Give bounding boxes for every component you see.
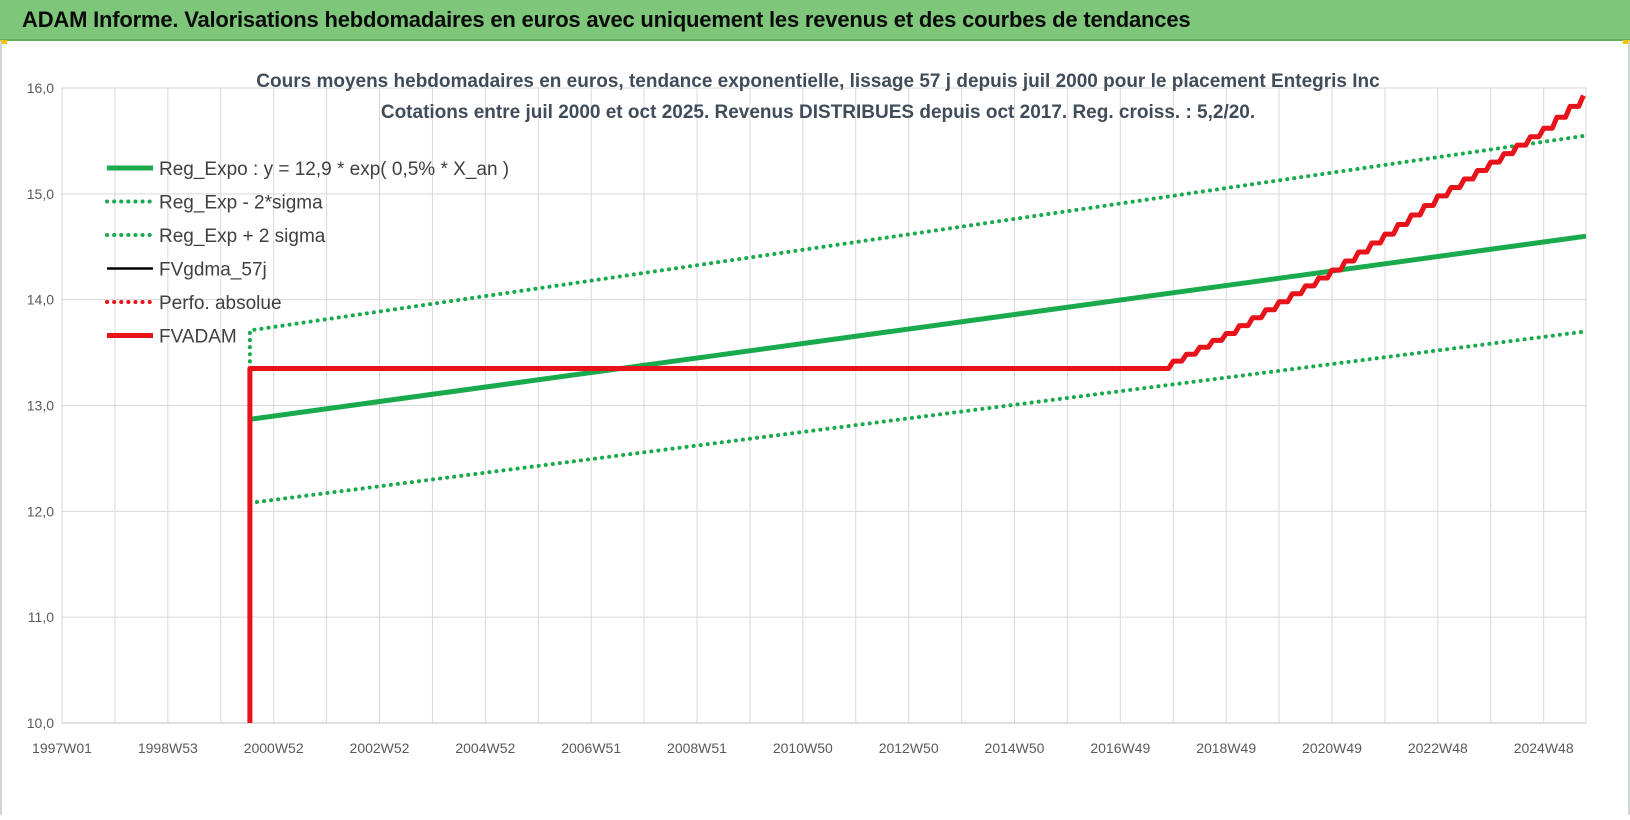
x-tick-label: 2006W51 <box>561 740 621 756</box>
line-chart: 10,0 11,0 12,0 13,0 14,0 15,0 16,0 1997W01 1998W… <box>27 71 1588 756</box>
x-tick-label: 2008W51 <box>667 740 727 756</box>
x-tick-label: 2018W49 <box>1196 740 1256 756</box>
x-tick-label: 2000W52 <box>244 740 304 756</box>
chart-subtitle: Cotations entre juil 2000 et oct 2025. R… <box>381 102 1255 123</box>
series-layer <box>247 94 1588 723</box>
x-tick-label: 2022W48 <box>1408 740 1468 756</box>
legend-label-4: Perfo. absolue <box>159 293 282 314</box>
x-tick-label: 2002W52 <box>350 740 410 756</box>
y-tick-label: 12,0 <box>27 503 54 519</box>
y-tick-label: 14,0 <box>27 292 54 308</box>
legend-label-2: Reg_Exp + 2 sigma <box>159 226 326 247</box>
y-tick-label: 16,0 <box>27 80 54 96</box>
legend: Reg_Expo : y = 12,9 * exp( 0,5% * X_an )… <box>105 159 509 348</box>
x-tick-label: 1997W01 <box>32 740 92 756</box>
legend-label-1: Reg_Exp - 2*sigma <box>159 193 323 214</box>
axes: 10,0 11,0 12,0 13,0 14,0 15,0 16,0 1997W01 1998W… <box>27 80 1586 756</box>
x-tick-label: 2024W48 <box>1514 740 1574 756</box>
corner-marker-left <box>0 40 7 44</box>
legend-label-5: FVADAM <box>159 327 237 348</box>
x-tick-label: 2010W50 <box>773 740 833 756</box>
chart-area: 10,0 11,0 12,0 13,0 14,0 15,0 16,0 1997W01 1998W… <box>0 41 1630 815</box>
x-tick-label: 1998W53 <box>138 740 198 756</box>
x-tick-label: 2016W49 <box>1090 740 1150 756</box>
x-tick-label: 2020W49 <box>1302 740 1362 756</box>
page-title: ADAM Informe. Valorisations hebdomadaire… <box>22 7 1191 32</box>
header-banner: ADAM Informe. Valorisations hebdomadaire… <box>0 0 1630 41</box>
series-line-2 <box>247 133 1588 371</box>
x-tick-label: 2004W52 <box>455 740 515 756</box>
x-tick-label: 2012W50 <box>879 740 939 756</box>
legend-label-0: Reg_Expo : y = 12,9 * exp( 0,5% * X_an ) <box>159 159 509 180</box>
series-line-0 <box>249 233 1587 422</box>
chart-title: Cours moyens hebdomadaires en euros, ten… <box>256 71 1380 92</box>
y-tick-label: 10,0 <box>27 715 54 731</box>
y-tick-label: 13,0 <box>27 398 54 414</box>
series-line-1 <box>247 329 1588 505</box>
y-tick-label: 15,0 <box>27 186 54 202</box>
series-line-5 <box>247 94 1586 723</box>
y-tick-label: 11,0 <box>28 609 54 625</box>
corner-marker-right <box>1623 40 1630 44</box>
legend-label-3: FVgdma_57j <box>159 260 267 281</box>
gridlines <box>61 87 1587 724</box>
x-tick-label: 2014W50 <box>985 740 1045 756</box>
